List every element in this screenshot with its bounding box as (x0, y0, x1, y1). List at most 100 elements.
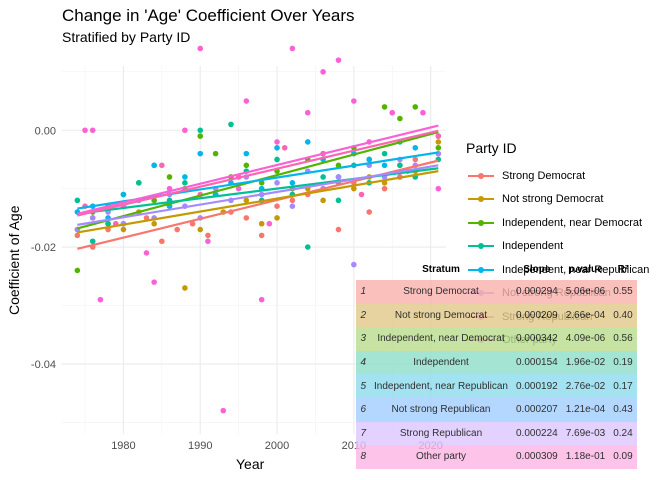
stats-table-header: Stratum Slope p.value R² (356, 258, 637, 280)
stratum-cell: Not strong Republican (391, 404, 491, 416)
r2-cell: 0.19 (613, 357, 633, 369)
data-point (304, 109, 311, 116)
legend-label: Strong Republican (502, 310, 593, 323)
trend-line (77, 170, 439, 234)
stats-table-container: Stratum Slope p.value R² 1 Strong Democra… (356, 258, 672, 469)
data-point (274, 215, 280, 221)
data-point (136, 180, 142, 186)
slope-cell: 0.000309 (516, 451, 558, 463)
stats-row: 3 Independent, near Democrat 0.000342 4.09e… (356, 327, 637, 351)
trend-line (77, 129, 439, 217)
data-point (235, 185, 242, 192)
data-point (351, 261, 357, 268)
data-point (274, 144, 280, 151)
slope-cell: 0.000192 (516, 380, 558, 392)
stratum-cell: Other party (415, 451, 467, 463)
legend-item: Strong Republican (466, 305, 649, 329)
grid (62, 66, 446, 434)
data-point (412, 156, 419, 163)
data-point (412, 104, 419, 110)
data-point (243, 215, 250, 221)
trend-line (77, 164, 439, 226)
data-point (182, 285, 188, 291)
data-point (266, 220, 273, 227)
legend-label: Independent, near Republican (502, 263, 650, 276)
legend-label: Independent, near Democrat (502, 216, 643, 229)
data-point (389, 109, 396, 116)
data-point (274, 180, 280, 186)
axis-ticks: 1980 1990 2000 2010 2020 -0.04 -0.02 0.00 (31, 125, 443, 452)
trend-line (77, 124, 439, 215)
slope-cell: 0.000224 (516, 427, 558, 439)
data-point (243, 197, 250, 204)
data-point (120, 226, 127, 233)
data-point (335, 174, 342, 180)
stats-row: 5 Independent, near Republican 0.000192 2.7… (356, 374, 637, 398)
data-point (304, 244, 311, 250)
plot-panel (62, 66, 446, 434)
legend-item: Not strong Democrat (466, 188, 649, 212)
r2-cell: 0.09 (613, 451, 633, 463)
data-point (335, 226, 342, 233)
legend-title: Party ID (466, 140, 517, 156)
data-point (289, 203, 296, 209)
header-stratum: Stratum (422, 263, 460, 275)
pvalue-cell: 1.18e-01 (565, 451, 606, 463)
data-point (182, 180, 188, 186)
data-point (205, 238, 211, 245)
data-point (89, 238, 96, 245)
data-point (320, 69, 326, 75)
r2-cell: 0.17 (613, 380, 633, 392)
stratum-cell: Strong Republican (399, 427, 483, 439)
data-point (435, 133, 442, 139)
data-point (105, 220, 111, 227)
legend-key (466, 191, 496, 207)
pvalue-cell: 2.66e-04 (565, 309, 606, 321)
x-tick-label: 1980 (111, 440, 135, 452)
r2-cell: 0.43 (613, 404, 633, 416)
data-point (381, 104, 388, 110)
row-index: 7 (360, 427, 366, 439)
data-point (366, 156, 373, 163)
legend-label: Independent (502, 240, 564, 253)
data-point (281, 144, 288, 151)
stats-row: 8 Other party 0.000309 1.18e-01 0.09 (356, 445, 637, 469)
data-point (120, 191, 127, 198)
data-point (212, 150, 219, 157)
legend-key (466, 332, 496, 348)
data-point (197, 150, 204, 157)
legend-item: Strong Democrat (466, 164, 649, 188)
slope-cell: 0.000209 (516, 309, 558, 321)
data-point (182, 174, 188, 180)
data-point (228, 121, 234, 128)
pvalue-cell: 7.69e-03 (565, 427, 606, 439)
data-point (143, 215, 150, 221)
data-point (320, 174, 326, 180)
data-point (335, 57, 342, 63)
data-point (205, 232, 211, 239)
data-point (82, 127, 88, 134)
data-point (435, 144, 442, 151)
legend-item: Independent, near Republican (466, 258, 649, 282)
data-point (289, 197, 296, 204)
data-point (335, 197, 342, 204)
slope-cell: 0.000207 (516, 404, 558, 416)
data-point (258, 220, 265, 227)
legend-item: Independent, near Democrat (466, 211, 649, 235)
legend-key (466, 215, 496, 231)
data-point (435, 139, 442, 145)
x-tick-label: 2000 (265, 440, 289, 452)
x-tick-label: 1990 (188, 440, 212, 452)
data-point (159, 238, 165, 245)
x-tick-label: 2020 (418, 440, 442, 452)
data-point (243, 162, 250, 169)
stats-row: 2 Not strong Democrat 0.000209 2.66e-04 0.40 (356, 303, 637, 328)
stats-row: 1 Strong Democrat 0.000294 5.06e-06 0.55 (356, 280, 637, 304)
data-point (258, 232, 265, 239)
data-point (381, 185, 388, 192)
header-pvalue: p.value (568, 263, 603, 275)
pvalue-cell: 1.96e-02 (565, 357, 606, 369)
data-point (197, 45, 204, 52)
legend-key (466, 238, 496, 254)
data-point (151, 279, 157, 285)
